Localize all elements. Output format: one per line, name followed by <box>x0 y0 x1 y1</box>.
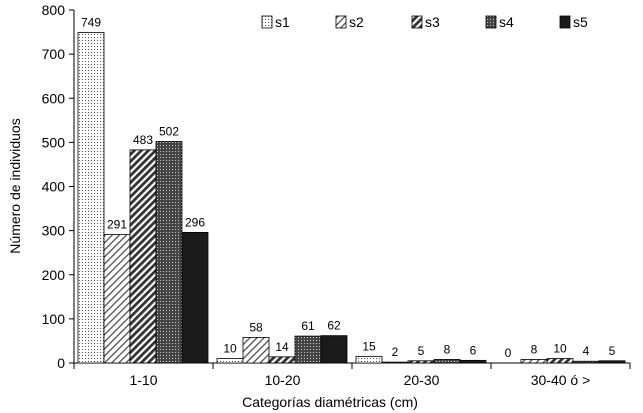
bar-s5 <box>598 360 626 364</box>
bar-value-label: 58 <box>249 320 263 334</box>
bar-value-label: 0 <box>505 346 512 360</box>
bar-s2 <box>381 361 409 364</box>
bar-value-label: 483 <box>133 133 153 147</box>
y-tick-label: 300 <box>42 223 66 239</box>
legend-swatch <box>335 15 347 29</box>
bar-value-label: 2 <box>392 345 399 359</box>
bar-value-label: 62 <box>327 319 341 333</box>
bar-value-label: 10 <box>223 342 237 356</box>
bar-s1 <box>216 358 244 364</box>
bar-s3 <box>129 149 157 364</box>
legend-swatch <box>411 15 423 29</box>
bar-s2 <box>103 234 131 364</box>
bar-value-label: 8 <box>531 342 538 356</box>
bar-value-label: 14 <box>275 340 289 354</box>
y-tick-label: 200 <box>42 267 66 283</box>
y-tick-label: 500 <box>42 134 66 150</box>
bar-value-label: 296 <box>185 215 205 229</box>
bar-value-label: 5 <box>609 344 616 358</box>
y-axis: 0 100 200 300 400 500 600 700 800 <box>42 2 74 371</box>
bar-s5 <box>459 359 487 364</box>
bar-value-label: 10 <box>553 342 567 356</box>
y-tick-label: 600 <box>42 90 66 106</box>
y-tick-label: 100 <box>42 311 66 327</box>
y-tick-label: 700 <box>42 46 66 62</box>
bar-s4 <box>155 141 183 364</box>
bar-s5 <box>320 335 348 364</box>
x-axis-title: Categorías diamétricas (cm) <box>242 394 418 410</box>
legend-label: s1 <box>275 14 290 30</box>
y-tick-label: 800 <box>42 2 66 18</box>
x-axis: 1-10 10-20 20-30 30-40 ó > <box>73 363 631 388</box>
x-tick-label: 30-40 ó > <box>531 372 591 388</box>
y-axis-title: Número de individuos <box>7 118 23 253</box>
bar-s4 <box>572 360 600 364</box>
bar-value-label: 749 <box>81 16 101 30</box>
bar-s4 <box>294 335 322 364</box>
y-tick-label: 400 <box>42 179 66 195</box>
bar-s4 <box>433 359 461 364</box>
x-tick-label: 10-20 <box>265 372 301 388</box>
legend: s1 s2 s3 s4 s5 <box>261 14 588 30</box>
bar-s3 <box>268 356 296 364</box>
x-tick-label: 20-30 <box>404 372 440 388</box>
bar-value-label: 291 <box>107 218 127 232</box>
bars <box>77 32 626 364</box>
bar-value-label: 4 <box>583 344 590 358</box>
legend-swatch <box>559 15 571 29</box>
legend-label: s2 <box>349 14 364 30</box>
y-tick-label: 0 <box>57 355 65 371</box>
legend-swatch <box>485 15 497 29</box>
bar-s3 <box>407 360 435 364</box>
bar-s3 <box>546 358 574 364</box>
bar-s1 <box>355 355 383 364</box>
bar-value-label: 5 <box>418 344 425 358</box>
bar-value-label: 502 <box>159 124 179 138</box>
bar-s2 <box>242 337 270 364</box>
bar-s2 <box>520 359 548 364</box>
legend-swatch <box>261 15 273 29</box>
bar-value-label: 61 <box>301 319 315 333</box>
x-tick-label: 1-10 <box>129 372 157 388</box>
bar-s5 <box>181 231 209 364</box>
legend-label: s3 <box>425 14 440 30</box>
legend-label: s4 <box>499 14 514 30</box>
bar-value-label: 6 <box>470 343 477 357</box>
bar-s1 <box>77 32 105 364</box>
bar-value-label: 15 <box>362 339 376 353</box>
legend-label: s5 <box>573 14 588 30</box>
bar-value-label: 8 <box>444 342 451 356</box>
